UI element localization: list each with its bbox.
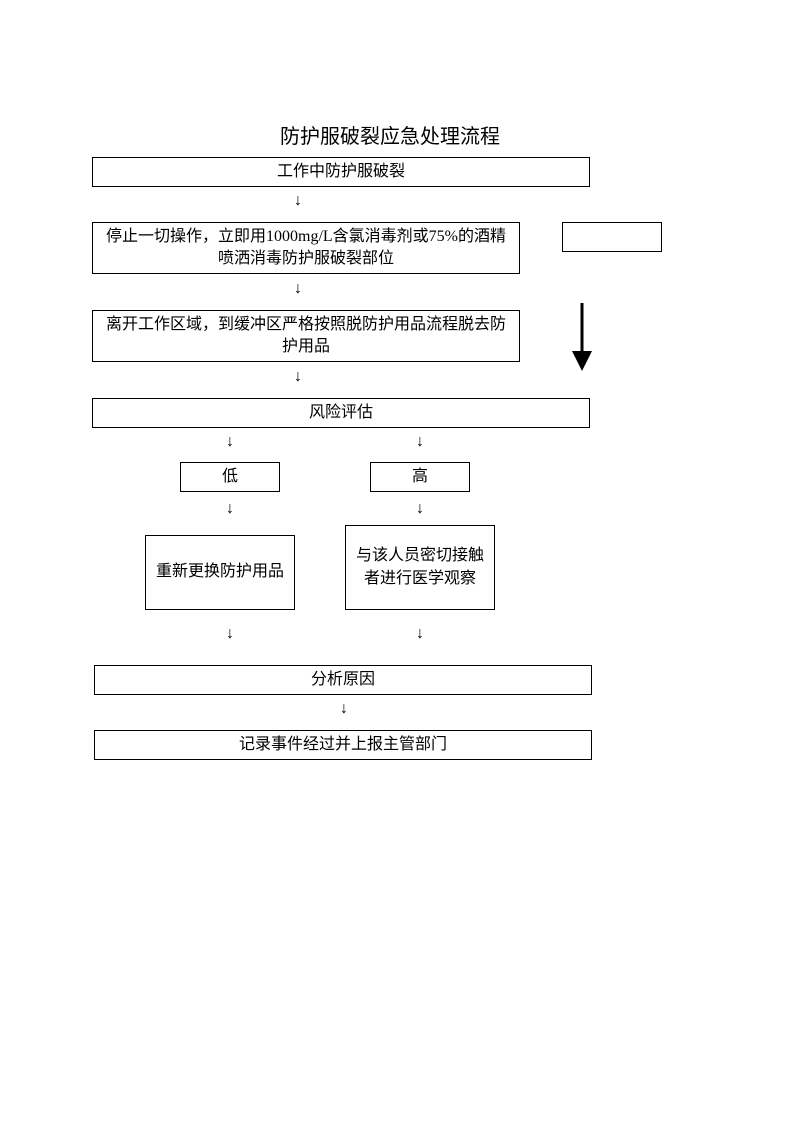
node-start: 工作中防护服破裂 bbox=[92, 157, 590, 187]
node-label: 重新更换防护用品 bbox=[156, 561, 284, 583]
arrow-down-icon: ↓ bbox=[226, 500, 234, 518]
arrow-down-icon: ↓ bbox=[226, 625, 234, 643]
node-low: 低 bbox=[180, 462, 280, 492]
node-side bbox=[562, 222, 662, 252]
node-high: 高 bbox=[370, 462, 470, 492]
flowchart-container: 防护服破裂应急处理流程 工作中防护服破裂 ↓ 停止一切操作，立即用1000mg/… bbox=[0, 0, 793, 1122]
node-observe: 与该人员密切接触者进行医学观察 bbox=[345, 525, 495, 610]
node-label: 高 bbox=[412, 466, 428, 488]
node-report: 记录事件经过并上报主管部门 bbox=[94, 730, 592, 760]
node-label: 停止一切操作，立即用1000mg/L含氯消毒剂或75%的酒精喷洒消毒防护服破裂部… bbox=[101, 226, 511, 271]
thick-arrow-icon bbox=[570, 303, 594, 378]
node-label: 离开工作区域，到缓冲区严格按照脱防护用品流程脱去防护用品 bbox=[101, 314, 511, 359]
node-label: 分析原因 bbox=[311, 669, 375, 691]
node-stop-disinfect: 停止一切操作，立即用1000mg/L含氯消毒剂或75%的酒精喷洒消毒防护服破裂部… bbox=[92, 222, 520, 274]
node-label: 低 bbox=[222, 466, 238, 488]
node-replace: 重新更换防护用品 bbox=[145, 535, 295, 610]
flowchart-title: 防护服破裂应急处理流程 bbox=[280, 120, 500, 149]
node-label: 与该人员密切接触者进行医学观察 bbox=[354, 545, 486, 590]
arrow-down-icon: ↓ bbox=[294, 280, 302, 298]
node-label: 风险评估 bbox=[309, 402, 373, 424]
arrow-down-icon: ↓ bbox=[340, 700, 348, 718]
node-risk-assess: 风险评估 bbox=[92, 398, 590, 428]
node-analyze: 分析原因 bbox=[94, 665, 592, 695]
arrow-down-icon: ↓ bbox=[416, 433, 424, 451]
node-label: 记录事件经过并上报主管部门 bbox=[239, 734, 447, 756]
arrow-down-icon: ↓ bbox=[226, 433, 234, 451]
node-leave-area: 离开工作区域，到缓冲区严格按照脱防护用品流程脱去防护用品 bbox=[92, 310, 520, 362]
arrow-down-icon: ↓ bbox=[416, 500, 424, 518]
arrow-down-icon: ↓ bbox=[294, 192, 302, 210]
arrow-down-icon: ↓ bbox=[416, 625, 424, 643]
node-label: 工作中防护服破裂 bbox=[277, 161, 405, 183]
arrow-down-icon: ↓ bbox=[294, 368, 302, 386]
